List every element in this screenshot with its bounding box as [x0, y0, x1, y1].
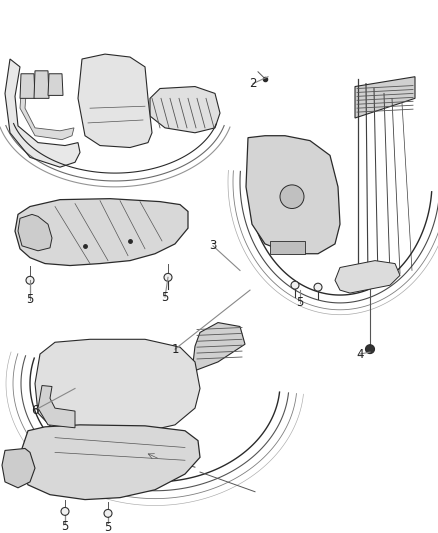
Polygon shape [246, 136, 340, 254]
Polygon shape [20, 79, 74, 140]
Polygon shape [150, 86, 220, 133]
Polygon shape [335, 261, 400, 293]
Text: 5: 5 [61, 520, 69, 532]
Text: 4: 4 [356, 348, 364, 360]
Circle shape [104, 510, 112, 518]
Circle shape [164, 273, 172, 281]
Text: 5: 5 [104, 521, 112, 533]
Text: 3: 3 [209, 239, 217, 252]
Circle shape [314, 283, 322, 291]
Polygon shape [35, 340, 200, 435]
Text: 6: 6 [31, 403, 39, 417]
Polygon shape [78, 54, 152, 148]
Text: 1: 1 [171, 343, 179, 356]
Polygon shape [15, 199, 188, 265]
Circle shape [291, 281, 299, 289]
Circle shape [365, 345, 374, 353]
Polygon shape [34, 71, 49, 99]
Text: 5: 5 [26, 294, 34, 306]
Polygon shape [2, 448, 35, 488]
Text: 2: 2 [249, 77, 257, 90]
Polygon shape [270, 241, 305, 254]
Polygon shape [20, 425, 200, 499]
Text: 5: 5 [161, 290, 169, 303]
Polygon shape [20, 74, 35, 99]
Circle shape [26, 276, 34, 284]
Text: 5: 5 [297, 296, 304, 310]
Circle shape [61, 507, 69, 515]
Polygon shape [355, 77, 415, 118]
Polygon shape [192, 322, 245, 372]
Polygon shape [38, 385, 75, 428]
Polygon shape [18, 214, 52, 251]
Polygon shape [5, 59, 80, 167]
Circle shape [280, 185, 304, 208]
Polygon shape [48, 74, 63, 95]
